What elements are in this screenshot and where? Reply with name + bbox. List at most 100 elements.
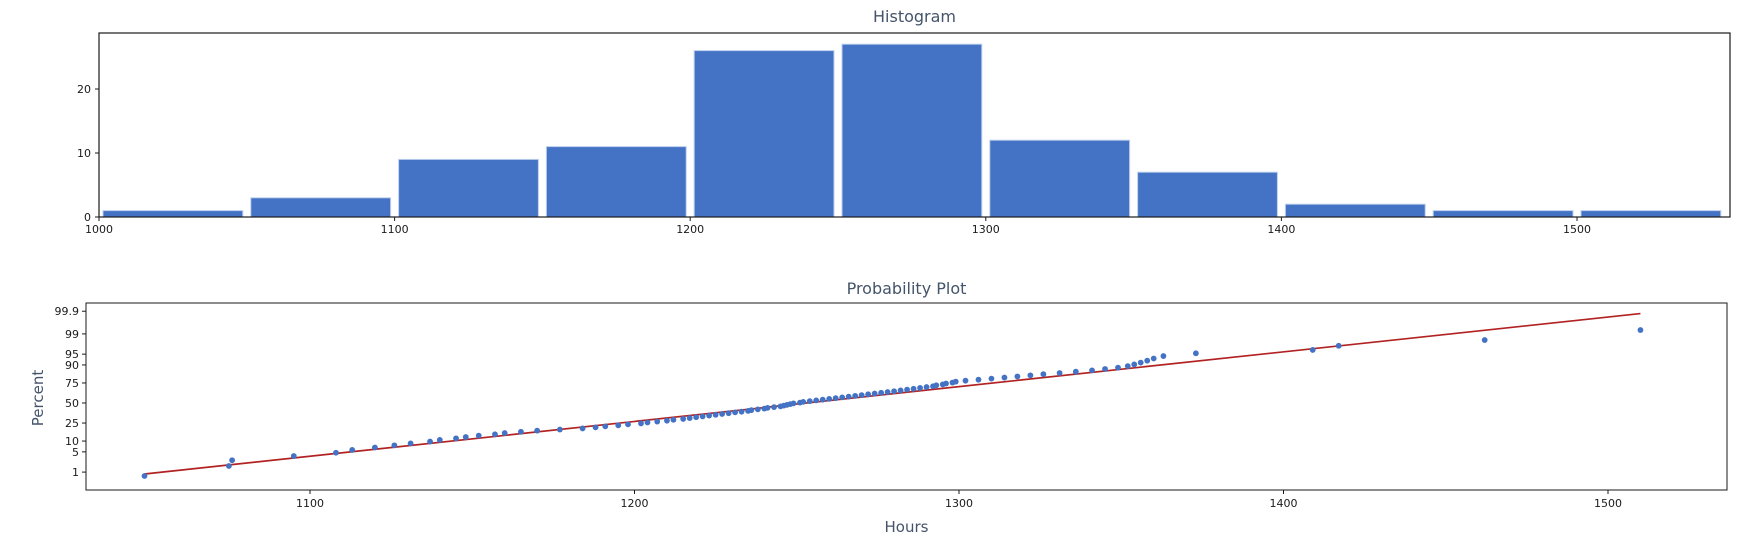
- data-point: [975, 376, 982, 383]
- data-point: [790, 400, 797, 407]
- data-point: [910, 385, 917, 392]
- x-tick-label: 1100: [296, 497, 324, 510]
- probability-plot-box: [85, 302, 1728, 491]
- data-point: [349, 447, 356, 453]
- data-point: [453, 435, 459, 442]
- data-point: [764, 404, 771, 411]
- data-point: [602, 423, 609, 430]
- x-tick-label: 1300: [945, 497, 973, 510]
- data-point: [845, 393, 852, 400]
- data-point: [1040, 371, 1047, 378]
- data-point: [1072, 368, 1079, 375]
- data-point: [1309, 347, 1316, 353]
- data-point: [771, 404, 777, 411]
- data-point: [475, 432, 482, 439]
- data-point: [644, 419, 651, 426]
- data-point: [852, 392, 859, 399]
- data-point: [579, 425, 586, 432]
- data-point: [680, 416, 687, 422]
- histogram-bar: [545, 146, 687, 218]
- data-point: [832, 395, 839, 402]
- data-point: [615, 422, 622, 429]
- data-point: [878, 389, 885, 396]
- hours-axis-label: Hours: [884, 518, 929, 536]
- data-point: [372, 444, 378, 451]
- data-point: [1001, 374, 1008, 381]
- data-point: [962, 377, 969, 384]
- data-point: [706, 412, 713, 419]
- data-point: [933, 382, 940, 389]
- data-point: [592, 424, 599, 431]
- histogram-bar: [841, 43, 983, 218]
- y-tick-label: 50: [65, 397, 79, 410]
- y-tick-label: 10: [65, 435, 79, 448]
- y-tick-label: 5: [72, 446, 79, 459]
- y-tick-label: 99: [65, 328, 79, 341]
- data-point: [1137, 359, 1144, 366]
- data-point: [819, 396, 826, 403]
- data-point: [952, 378, 959, 385]
- data-point: [290, 453, 297, 459]
- data-point: [407, 440, 414, 447]
- data-point: [1335, 342, 1342, 349]
- data-point: [1014, 373, 1021, 380]
- data-point: [1115, 364, 1121, 371]
- y-tick-label: 25: [65, 417, 79, 430]
- data-point: [391, 442, 398, 449]
- data-point: [1089, 367, 1095, 374]
- data-point: [800, 398, 807, 405]
- y-tick-label: 20: [77, 83, 91, 96]
- data-point: [719, 411, 726, 417]
- data-point: [501, 430, 508, 436]
- data-point: [670, 416, 677, 423]
- y-tick-label: 75: [65, 377, 79, 390]
- data-point: [654, 418, 661, 425]
- data-point: [1144, 357, 1151, 364]
- data-point: [1056, 370, 1063, 376]
- data-point: [225, 463, 232, 469]
- data-point: [826, 395, 833, 402]
- data-point: [891, 388, 897, 395]
- data-point: [754, 406, 761, 413]
- data-point: [686, 415, 693, 421]
- data-point: [1027, 372, 1034, 379]
- x-tick-label: 1500: [1594, 497, 1622, 510]
- data-point: [725, 410, 732, 417]
- y-tick-label: 10: [77, 147, 91, 160]
- histogram-bar: [693, 50, 835, 218]
- data-point: [693, 414, 700, 421]
- data-point: [638, 420, 644, 427]
- data-point: [436, 437, 443, 443]
- data-point: [534, 427, 541, 434]
- y-tick-label: 99.9: [55, 305, 80, 318]
- data-point: [1150, 355, 1157, 362]
- data-point: [865, 391, 872, 398]
- data-point: [518, 428, 524, 435]
- data-point: [748, 407, 755, 414]
- data-point: [904, 386, 910, 393]
- data-point: [1192, 350, 1199, 357]
- data-point: [699, 413, 706, 420]
- histogram-bar: [1137, 171, 1278, 218]
- x-tick-label: 1000: [85, 223, 113, 236]
- data-point: [738, 408, 745, 415]
- data-point: [988, 375, 995, 382]
- data-point: [1102, 366, 1108, 372]
- histogram-bar: [398, 158, 539, 218]
- x-tick-label: 1200: [621, 497, 649, 510]
- x-tick-label: 1400: [1270, 497, 1298, 510]
- data-point: [712, 411, 719, 418]
- histogram-plot-box: [98, 32, 1731, 218]
- data-point: [556, 426, 563, 433]
- histogram-bar: [989, 139, 1131, 218]
- data-point: [1481, 337, 1488, 343]
- data-point: [806, 398, 813, 405]
- data-point: [427, 438, 433, 445]
- y-tick-label: 0: [84, 211, 91, 224]
- data-point: [839, 394, 846, 401]
- data-point: [229, 457, 236, 464]
- probability-plot-title: Probability Plot: [846, 279, 967, 298]
- data-point: [1160, 353, 1167, 359]
